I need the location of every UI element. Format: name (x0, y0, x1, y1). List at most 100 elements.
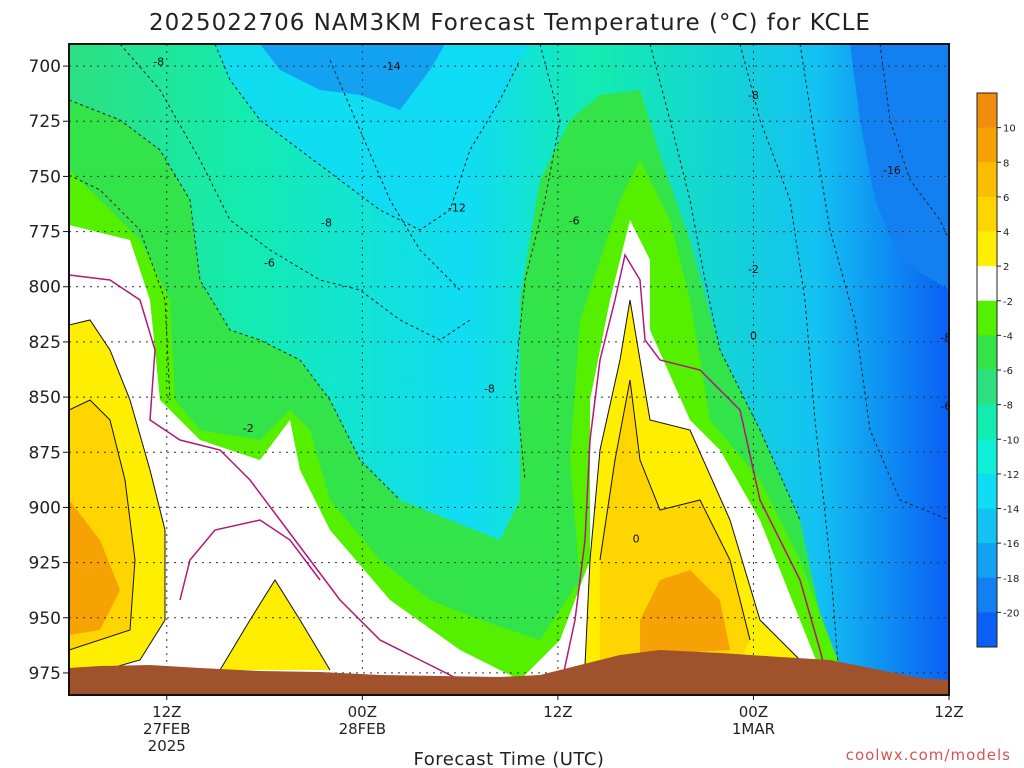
colorbar-label: -14 (1003, 505, 1019, 516)
dashed-contours (69, 44, 949, 691)
y-tick-label: 775 (29, 223, 61, 243)
contour-labels: -8-14-8-16-12-8-6-6-20-8-8-6-20-2 (153, 56, 951, 678)
x-tick-label: 12Z (152, 703, 181, 721)
contour-label: -2 (748, 263, 759, 276)
warm-contour (69, 399, 136, 651)
x-tick-label: 12Z (934, 703, 963, 721)
contour-label: -8 (748, 89, 759, 102)
zero-isotherms (69, 253, 831, 691)
contour-label: -8 (484, 382, 495, 395)
colorbar-swatch (977, 577, 997, 613)
colorbar-swatch (977, 508, 997, 544)
y-tick-label: 750 (29, 167, 61, 187)
far-right-cold-region (850, 44, 949, 290)
x-axis-label: Forecast Time (UTC) (414, 749, 605, 768)
colorbar-swatch (977, 300, 997, 336)
upper-cold-region (215, 44, 530, 230)
colorbar-label: -12 (1003, 470, 1019, 481)
coldest-region (260, 44, 445, 110)
chart-title: 2025022706 NAM3KM Forecast Temperature (… (149, 10, 871, 36)
terrain-ground (69, 650, 949, 695)
y-tick-label: 900 (29, 498, 61, 518)
x-tick-label: 2025 (148, 737, 186, 755)
contour-label: 0 (633, 532, 640, 545)
contour-label: -6 (264, 256, 275, 269)
colorbar-label: -8 (1003, 401, 1013, 412)
x-tick-label: 28FEB (339, 720, 386, 738)
colorbar-swatch (977, 473, 997, 509)
colorbar-label: -6 (1003, 366, 1013, 377)
plot-area: -8-14-8-16-12-8-6-6-20-8-8-6-20-2 (69, 44, 951, 695)
zero-isotherm (559, 253, 831, 691)
colorbar-swatch (977, 162, 997, 198)
contour-label: 0 (750, 329, 757, 342)
colorbar-swatch (977, 370, 997, 406)
y-tick-label: 925 (29, 554, 61, 574)
y-axis: 700 725 750 775 800 825 850 875 900 925 950 975 (29, 57, 69, 684)
warm-contour (599, 379, 751, 641)
colorbar-label: -2 (1003, 297, 1013, 308)
colorbar-swatch (977, 439, 997, 475)
y-tick-label: 825 (29, 333, 61, 353)
zero-isotherm (69, 274, 501, 691)
colorbar-swatch (977, 404, 997, 440)
contour-label: -8 (321, 217, 332, 230)
colorbar-swatch (977, 231, 997, 267)
colorbar-label: -16 (1003, 539, 1019, 550)
plot-frame (68, 43, 950, 696)
x-tick-label: 00Z (739, 703, 768, 721)
colorbar-label: 2 (1003, 262, 1009, 273)
colorbar-swatch (977, 543, 997, 579)
warm-contour (584, 299, 801, 666)
warm-contours (69, 299, 801, 681)
warm-region-right-inner (600, 380, 750, 660)
contour-line (879, 44, 949, 241)
contour-label: -14 (383, 60, 401, 73)
x-tick-label: 12Z (543, 703, 572, 721)
contour-line (329, 59, 461, 291)
y-tick-label: 875 (29, 443, 61, 463)
colorbar-swatch (977, 612, 997, 648)
contour-label: -6 (569, 215, 580, 228)
x-tick-label: 00Z (348, 703, 377, 721)
contour-line (69, 174, 171, 401)
contour-label: -8 (153, 56, 164, 69)
contour-label: -12 (448, 201, 466, 214)
contour-label: -16 (883, 164, 901, 177)
y-tick-label: 700 (29, 57, 61, 77)
contour-label: -6 (940, 400, 951, 413)
contour-line (214, 44, 521, 231)
warm-contour (69, 319, 166, 681)
warm-region-left-core (69, 500, 120, 635)
colorbar-label: -18 (1003, 574, 1019, 585)
warm-region-right-core (640, 570, 730, 655)
colorbar-swatch (977, 196, 997, 232)
colorbar-label: -10 (1003, 435, 1019, 446)
warm-region-center (220, 580, 330, 670)
contour-label: -2 (243, 422, 254, 435)
colorbar: 10 8 6 4 2 -2 -4 -6 -8 -10 -12 -14 -16 -18 -20 (976, 92, 1019, 648)
colorbar-swatch (977, 93, 997, 129)
colorbar-label: 10 (1003, 124, 1016, 135)
x-tick-label: 1MAR (732, 720, 775, 738)
y-tick-label: 725 (29, 112, 61, 132)
contour-line (739, 44, 841, 691)
x-tick-label: 27FEB (143, 720, 190, 738)
colorbar-swatch (977, 266, 997, 302)
contour-line (799, 44, 949, 521)
y-tick-label: 975 (29, 664, 61, 684)
colorbar-label: 6 (1003, 193, 1009, 204)
contour-line (649, 44, 801, 521)
y-tick-label: 950 (29, 609, 61, 629)
y-tick-label: 800 (29, 278, 61, 298)
colorbar-label: -20 (1003, 608, 1019, 619)
contour-label: -8 (940, 332, 951, 345)
colorbar-swatch (977, 127, 997, 163)
colorbar-label: 4 (1003, 228, 1009, 239)
colorbar-label: -4 (1003, 331, 1013, 342)
y-tick-label: 850 (29, 388, 61, 408)
contour-line (69, 99, 401, 501)
zero-isotherm (179, 519, 321, 601)
